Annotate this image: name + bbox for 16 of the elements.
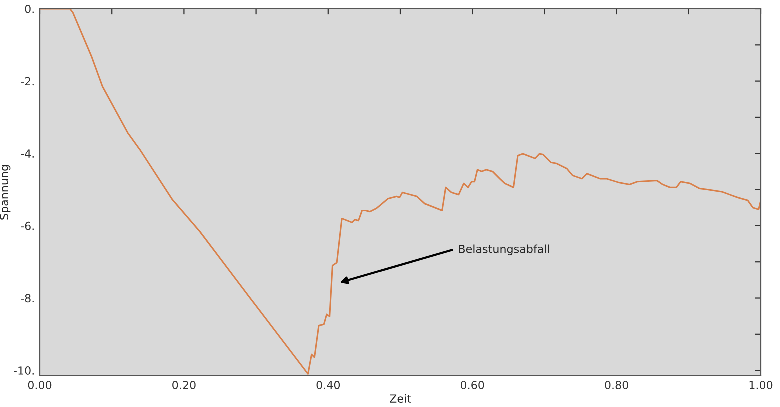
x-tick-label: 0.80 <box>605 381 628 390</box>
y-tick-label: 0. <box>25 4 34 14</box>
y-tick-label: -8. <box>21 294 34 303</box>
y-tick-label: -6. <box>21 222 34 230</box>
x-axis-title: Zeit <box>390 394 412 403</box>
x-tick-label: 0.40 <box>316 381 340 390</box>
x-tick-label: 0.00 <box>28 381 52 390</box>
x-tick-label: 1.00 <box>750 381 773 390</box>
annotation: Belastungsabfall <box>459 244 550 256</box>
line-series <box>40 9 761 375</box>
y-tick-label: -4. <box>21 150 34 158</box>
y-tick-label: -2. <box>21 77 34 86</box>
x-tick-label: 0.20 <box>172 381 196 390</box>
x-tick-label: 0.60 <box>460 381 484 390</box>
y-tick-label: -10. <box>14 366 34 375</box>
y-axis-title: Spannung <box>0 165 11 220</box>
